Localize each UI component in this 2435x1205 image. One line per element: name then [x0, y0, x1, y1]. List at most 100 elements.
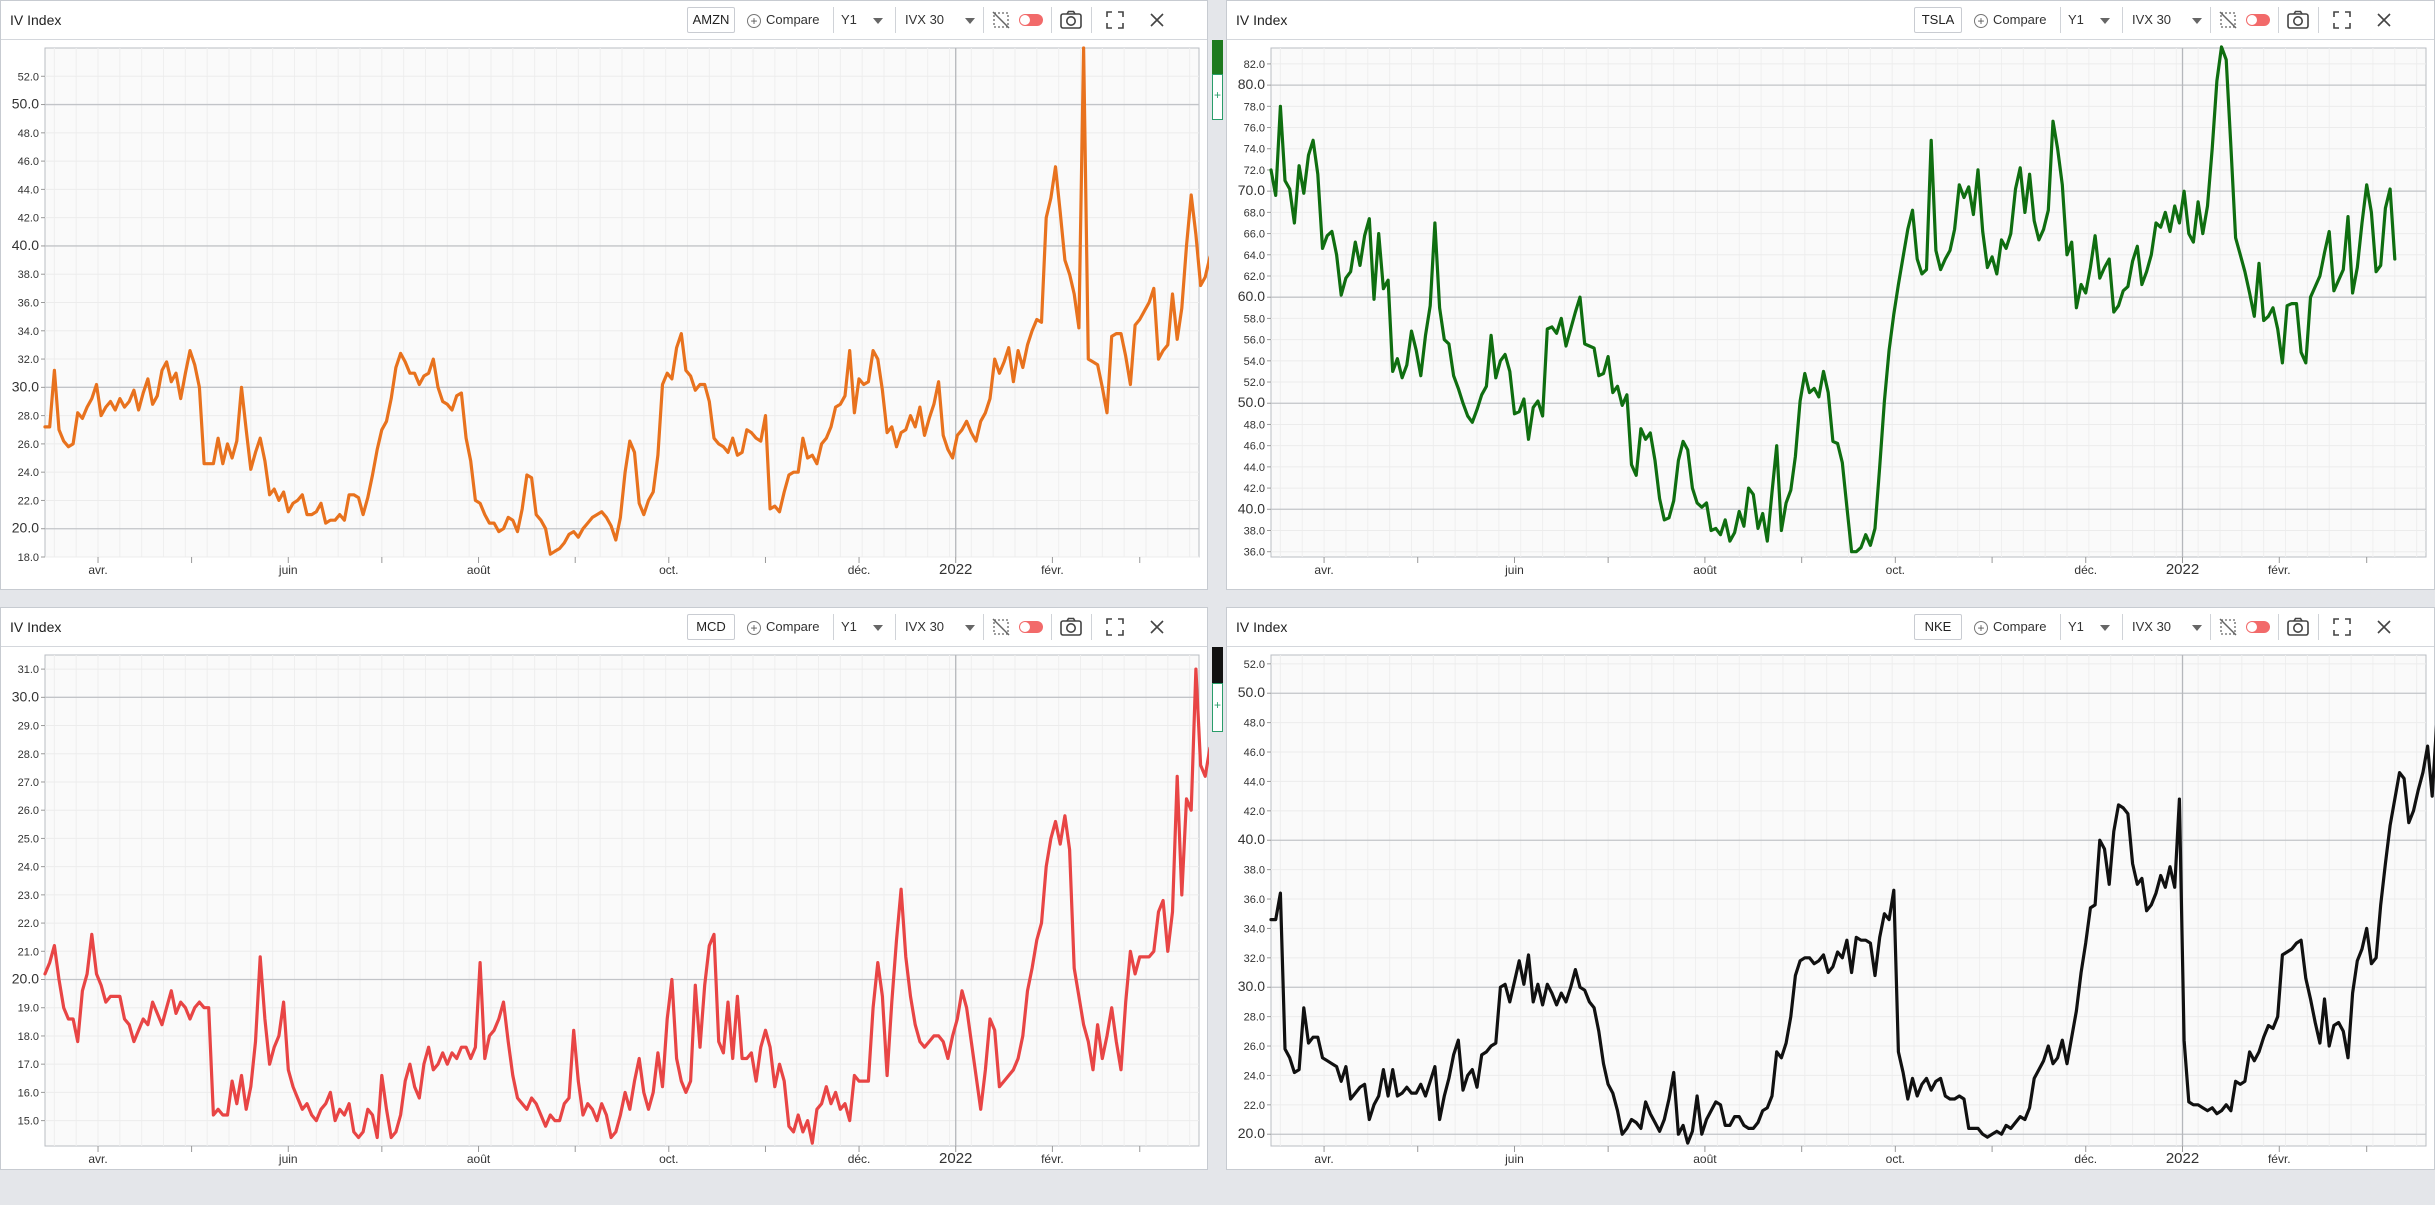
sync-toggle-button[interactable] — [987, 614, 1015, 640]
fullscreen-button[interactable] — [1101, 614, 1129, 640]
screenshot-button[interactable] — [1057, 7, 1085, 33]
measure-select[interactable]: IVX 30 — [2132, 614, 2204, 640]
series-line-amzn — [43, 46, 1209, 556]
y-tick-label: 74.0 — [1244, 144, 1265, 156]
y-tick-label: 22.0 — [18, 495, 39, 507]
y-tick-label: 34.0 — [1244, 923, 1265, 935]
side-tab-color — [1212, 647, 1223, 683]
y-tick-label: 22.0 — [18, 918, 39, 930]
y-tick-label: 26.0 — [1244, 1041, 1265, 1053]
compare-button[interactable]: + Compare — [1974, 614, 2062, 640]
y-tick-label: 27.0 — [18, 777, 39, 789]
y-tick-label: 46.0 — [18, 156, 39, 168]
y-tick-label: 36.0 — [1244, 894, 1265, 906]
toolbar-divider — [2210, 614, 2211, 640]
y-tick-label: 48.0 — [18, 128, 39, 140]
measure-select[interactable]: IVX 30 — [2132, 7, 2204, 33]
y-tick-label: 40.0 — [12, 237, 39, 253]
close-icon — [2370, 7, 2398, 33]
toolbar-divider — [2278, 7, 2279, 33]
close-panel-button[interactable] — [2370, 7, 2398, 33]
period-select[interactable]: Y1 — [2068, 7, 2116, 33]
side-tab[interactable]: + — [1212, 647, 1223, 732]
series-line-mcd — [43, 667, 1209, 1145]
fullscreen-button[interactable] — [2328, 7, 2356, 33]
period-value: Y1 — [2068, 619, 2084, 634]
compare-button[interactable]: + Compare — [1974, 7, 2062, 33]
y-tick-label: 54.0 — [1244, 356, 1265, 368]
close-panel-button[interactable] — [2370, 614, 2398, 640]
expand-icon — [1101, 7, 1129, 33]
y-tick-label: 38.0 — [1244, 525, 1265, 537]
compare-label: Compare — [1993, 619, 2047, 634]
expand-icon — [2328, 614, 2356, 640]
screenshot-button[interactable] — [2284, 614, 2312, 640]
symbol-field[interactable]: TSLA — [1914, 7, 1962, 33]
panel-toolbar: MCD + Compare Y1 IVX 30 — [687, 608, 1207, 646]
toggle-switch[interactable] — [2244, 7, 2272, 33]
period-select[interactable]: Y1 — [841, 614, 889, 640]
sync-toggle-button[interactable] — [2214, 614, 2242, 640]
screenshot-button[interactable] — [2284, 7, 2312, 33]
y-tick-label: 20.0 — [1238, 1125, 1265, 1141]
x-tick-label: avr. — [1314, 1152, 1333, 1166]
period-value: Y1 — [2068, 12, 2084, 27]
chart-panel-mcd: IV Index MCD + Compare Y1 IVX 30 15.0 16.0 17.0 1… — [0, 607, 1209, 1170]
y-tick-label: 30.0 — [12, 378, 39, 394]
toolbar-divider — [983, 7, 984, 33]
x-tick-label: déc. — [848, 563, 871, 577]
camera-icon — [1057, 614, 1085, 640]
toolbar-divider — [2278, 614, 2279, 640]
y-tick-label: 62.0 — [1244, 271, 1265, 283]
compare-button[interactable]: + Compare — [747, 7, 835, 33]
period-select[interactable]: Y1 — [841, 7, 889, 33]
y-tick-label: 82.0 — [1244, 59, 1265, 71]
y-tick-label: 44.0 — [1244, 462, 1265, 474]
close-icon — [1143, 7, 1171, 33]
y-tick-label: 52.0 — [1244, 659, 1265, 671]
x-tick-label: août — [467, 563, 491, 577]
toggle-switch[interactable] — [1017, 7, 1045, 33]
toolbar-divider — [2210, 7, 2211, 33]
symbol-field[interactable]: AMZN — [687, 7, 735, 33]
y-tick-label: 19.0 — [18, 1003, 39, 1015]
y-tick-label: 24.0 — [18, 467, 39, 479]
plus-icon: + — [1213, 697, 1221, 712]
measure-select[interactable]: IVX 30 — [905, 7, 977, 33]
x-tick-label: juin — [1504, 563, 1524, 577]
x-tick-label: oct. — [659, 563, 678, 577]
y-tick-label: 72.0 — [1244, 165, 1265, 177]
measure-select[interactable]: IVX 30 — [905, 614, 977, 640]
screenshot-button[interactable] — [1057, 614, 1085, 640]
toolbar-divider — [1091, 7, 1092, 33]
panel-title: IV Index — [1236, 619, 1288, 635]
fullscreen-button[interactable] — [2328, 614, 2356, 640]
toolbar-divider — [2318, 7, 2319, 33]
toggle-switch[interactable] — [1017, 614, 1045, 640]
side-tab[interactable]: + — [1212, 40, 1223, 120]
y-tick-label: 44.0 — [1244, 776, 1265, 788]
close-panel-button[interactable] — [1143, 614, 1171, 640]
camera-icon — [2284, 7, 2312, 33]
sync-toggle-button[interactable] — [2214, 7, 2242, 33]
compare-button[interactable]: + Compare — [747, 614, 835, 640]
y-tick-label: 24.0 — [18, 862, 39, 874]
y-tick-label: 50.0 — [1238, 684, 1265, 700]
chevron-down-icon — [873, 18, 883, 24]
x-tick-label: avr. — [1314, 563, 1333, 577]
toggle-knob — [1020, 622, 1030, 632]
symbol-field[interactable]: MCD — [687, 614, 735, 640]
chevron-down-icon — [873, 625, 883, 631]
fullscreen-button[interactable] — [1101, 7, 1129, 33]
toggle-switch[interactable] — [2244, 614, 2272, 640]
x-axis: avr. juin août oct. déc. 2022 févr. — [88, 655, 1141, 1167]
period-select[interactable]: Y1 — [2068, 614, 2116, 640]
toolbar-divider — [2122, 614, 2123, 640]
sync-toggle-button[interactable] — [987, 7, 1015, 33]
symbol-field[interactable]: NKE — [1914, 614, 1962, 640]
toggle-knob — [2247, 622, 2257, 632]
close-panel-button[interactable] — [1143, 7, 1171, 33]
sync-off-icon — [987, 614, 1015, 640]
side-tab-color — [1212, 40, 1223, 74]
y-tick-label: 42.0 — [1244, 483, 1265, 495]
